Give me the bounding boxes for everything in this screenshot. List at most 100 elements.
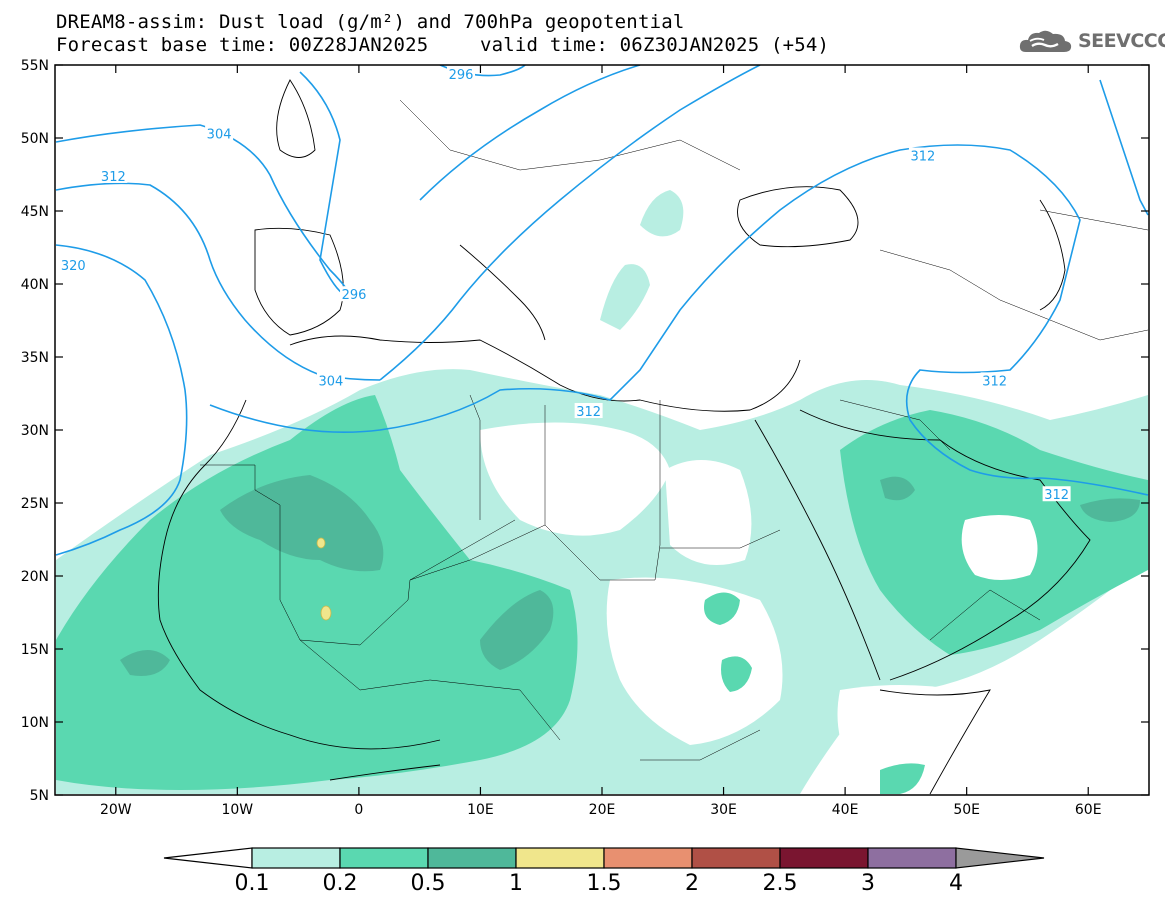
contour-label: 312 [982, 374, 1007, 389]
contour-label: 312 [1044, 488, 1069, 503]
contour-label: 312 [576, 405, 601, 420]
colorbar-upper-arrow [955, 847, 1045, 869]
lat-tick-label: 15N [21, 642, 49, 658]
lat-tick-label: 45N [21, 204, 49, 220]
colorbar-label: 0.1 [235, 871, 270, 896]
contour-line-320 [55, 244, 188, 556]
contour-line-312-upper [419, 65, 641, 201]
dust-hole-egypt [665, 460, 752, 565]
contour-label-bg [59, 257, 88, 273]
lon-tick-label: 20E [589, 802, 616, 818]
colorbar-label: 2.5 [763, 871, 798, 896]
coastline-uk [276, 79, 316, 158]
coastline-horn [879, 689, 991, 795]
colorbar-label: 1 [509, 871, 523, 896]
border [200, 464, 516, 646]
colorbar-label: 3 [861, 871, 875, 896]
border [929, 589, 1041, 641]
lon-tick-label: 10W [221, 802, 253, 818]
lon-tick-label: 40E [832, 802, 859, 818]
coastline-red-sea [754, 419, 881, 681]
latitude-axis: 55N 50N 45N 40N 35N 30N 25N 20N 15N 10N 5N [21, 58, 1149, 804]
contour-label-bg [340, 286, 369, 302]
dust-region-dark-oman [1080, 498, 1140, 522]
lat-tick-label: 35N [21, 350, 49, 366]
contour-label-bg [574, 403, 603, 419]
dust-region-dark-arabia [880, 476, 915, 501]
contour-label-bg [205, 125, 234, 141]
dust-hole-sudan [606, 577, 783, 745]
lon-tick-label: 20W [100, 802, 132, 818]
colorbar-label: 2 [685, 871, 699, 896]
border [879, 249, 1149, 341]
contour-label: 296 [342, 288, 367, 303]
coastlines [157, 79, 1091, 795]
dust-region-medium-sudan [721, 656, 752, 692]
colorbar-label: 4 [949, 871, 963, 896]
coastline-black-sea [737, 186, 859, 248]
dust-hole-sahara [480, 422, 670, 536]
lon-tick-label: 30E [710, 802, 737, 818]
chart-title: DREAM8-assim: Dust load (g/m²) and 700hP… [56, 11, 685, 33]
colorbar-label: 0.5 [411, 871, 446, 896]
contour-label-bg [908, 147, 937, 163]
contour-label-bg [980, 372, 1009, 388]
dust-hole-arabia [961, 515, 1038, 580]
colorbar-label: 0.2 [323, 871, 358, 896]
lon-tick-label: 50E [953, 802, 980, 818]
border [299, 639, 561, 741]
lat-tick-label: 10N [21, 715, 49, 731]
contour-label: 320 [61, 259, 86, 274]
dust-region-dark-mauritania [120, 650, 170, 676]
contour-line-304-italy [379, 65, 761, 381]
lat-tick-label: 5N [30, 788, 49, 804]
coastline-west-africa [157, 399, 441, 750]
valid-time: valid time: 06Z30JAN2025 (+54) [480, 34, 830, 56]
colorbar-swatch [427, 847, 517, 869]
colorbar-swatch [779, 847, 869, 869]
contour-label: 304 [319, 374, 344, 389]
colorbar: 0.1 0.2 0.5 1 1.5 2 2.5 3 4 [163, 847, 1045, 896]
contour-label-bg [316, 372, 345, 388]
lon-tick-label: 60E [1075, 802, 1102, 818]
border [399, 99, 741, 171]
dust-region-dark-niger [480, 590, 554, 670]
colorbar-swatch [515, 847, 605, 869]
border [409, 400, 661, 581]
contour-label: 304 [207, 128, 232, 143]
dust-region-light-balkans [640, 190, 684, 237]
contour-line-312-east [1099, 79, 1149, 216]
coastline-italy [459, 244, 546, 341]
coastline-mediterranean [289, 335, 801, 412]
contour-label: 296 [449, 68, 474, 83]
longitude-axis: 20W 10W 0 10E 20E 30E 40E 50E 60E [100, 65, 1102, 818]
border [1039, 209, 1149, 231]
seevccc-logo: SEEVCCC [1018, 28, 1165, 54]
coastline-arabia [799, 409, 1091, 681]
forecast-base-time: Forecast base time: 00Z28JAN2025 [56, 34, 429, 56]
colorbar-swatch [251, 847, 341, 869]
contour-label-bg [99, 167, 128, 183]
dust-region-medium [56, 395, 578, 790]
dust-region-medium-tibesti [704, 592, 740, 625]
dust-field [56, 190, 1148, 794]
contour-line-296-europe [299, 71, 346, 296]
contour-line-304-north [55, 124, 353, 301]
border [660, 529, 781, 549]
contour-line-312-central [209, 144, 1149, 496]
coastline-gulf-guinea [329, 764, 441, 781]
colorbar-lower-arrow [163, 847, 253, 869]
lat-tick-label: 20N [21, 569, 49, 585]
contour-label: 312 [910, 150, 935, 165]
colorbar-swatch [603, 847, 693, 869]
lon-tick-label: 10E [467, 802, 494, 818]
borders [200, 99, 1149, 761]
lat-tick-label: 30N [21, 423, 49, 439]
lat-tick-label: 25N [21, 496, 49, 512]
lat-tick-label: 40N [21, 277, 49, 293]
colorbar-swatch [339, 847, 429, 869]
border [640, 729, 761, 761]
contour-labels: 304 312 320 296 304 312 312 312 312 296 [59, 65, 1071, 503]
border [839, 399, 951, 451]
